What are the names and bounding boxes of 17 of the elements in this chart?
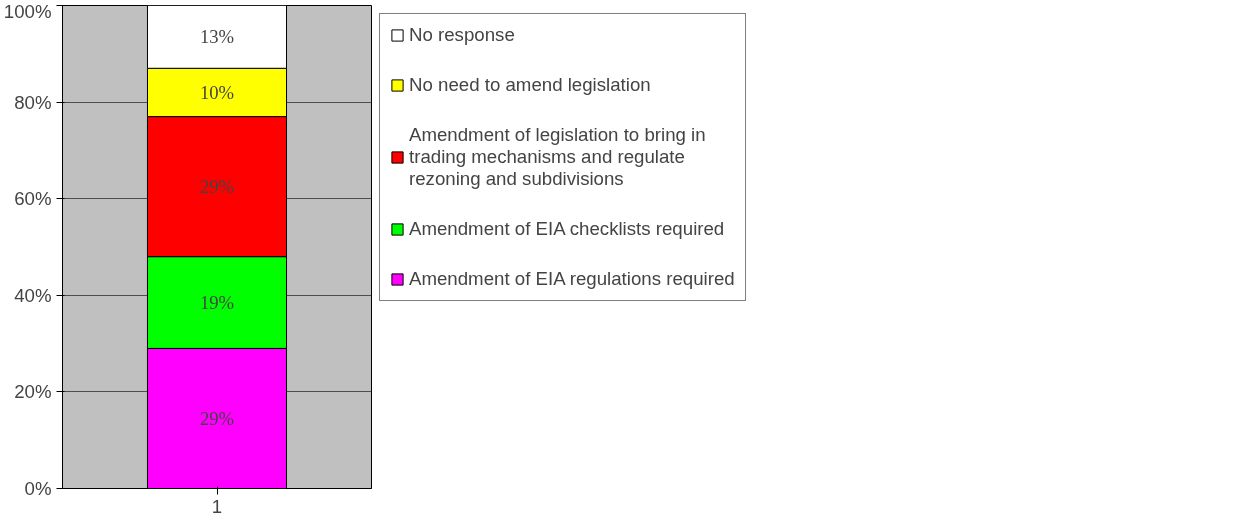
x-tick-label: 1 [211, 495, 223, 517]
y-tick-label: 0% [24, 478, 52, 499]
legend-label: Amendment of EIA checklists required [409, 218, 725, 240]
y-tick-label: 40% [14, 284, 52, 306]
data-label: 29% [199, 407, 235, 429]
data-label: 13% [199, 26, 235, 48]
y-tick-label: 60% [14, 188, 52, 210]
data-label: 29% [199, 176, 235, 198]
data-label: 19% [199, 292, 235, 314]
legend-label: No response [409, 24, 515, 46]
y-tick-label: 100% [3, 0, 52, 22]
y-tick-label: 20% [14, 381, 52, 403]
legend-label: No need to amend legislation [409, 74, 651, 96]
legend-label: Amendment of EIA regulations required [409, 268, 735, 290]
y-tick-label: 80% [14, 91, 52, 113]
data-label: 10% [199, 81, 235, 103]
legend-label: Amendment of legislation to bring in trading mechanisms and regulate rezoning and subdivisions [409, 124, 706, 190]
